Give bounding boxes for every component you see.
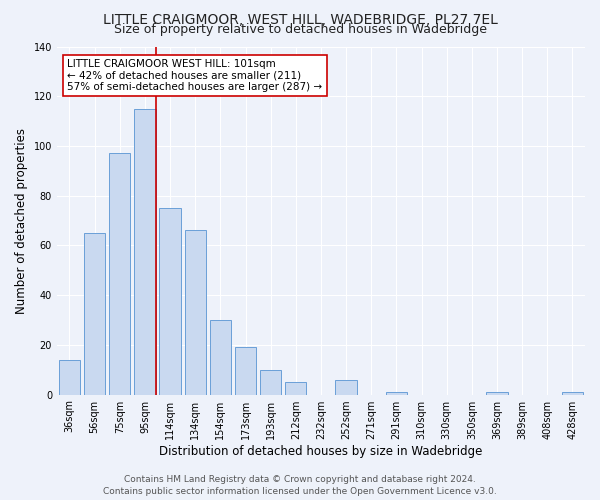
Bar	[235, 348, 256, 395]
Bar	[185, 230, 206, 394]
X-axis label: Distribution of detached houses by size in Wadebridge: Distribution of detached houses by size …	[159, 444, 482, 458]
Text: LITTLE CRAIGMOOR WEST HILL: 101sqm
← 42% of detached houses are smaller (211)
57: LITTLE CRAIGMOOR WEST HILL: 101sqm ← 42%…	[67, 58, 323, 92]
Bar	[562, 392, 583, 394]
Text: LITTLE CRAIGMOOR, WEST HILL, WADEBRIDGE, PL27 7EL: LITTLE CRAIGMOOR, WEST HILL, WADEBRIDGE,…	[103, 12, 497, 26]
Y-axis label: Number of detached properties: Number of detached properties	[15, 128, 28, 314]
Bar	[486, 392, 508, 394]
Bar	[59, 360, 80, 394]
Bar	[84, 233, 106, 394]
Bar	[386, 392, 407, 394]
Bar	[260, 370, 281, 394]
Bar	[134, 108, 155, 395]
Text: Contains HM Land Registry data © Crown copyright and database right 2024.
Contai: Contains HM Land Registry data © Crown c…	[103, 474, 497, 496]
Bar	[285, 382, 307, 394]
Bar	[209, 320, 231, 394]
Text: Size of property relative to detached houses in Wadebridge: Size of property relative to detached ho…	[113, 22, 487, 36]
Bar	[109, 154, 130, 394]
Bar	[160, 208, 181, 394]
Bar	[335, 380, 357, 394]
